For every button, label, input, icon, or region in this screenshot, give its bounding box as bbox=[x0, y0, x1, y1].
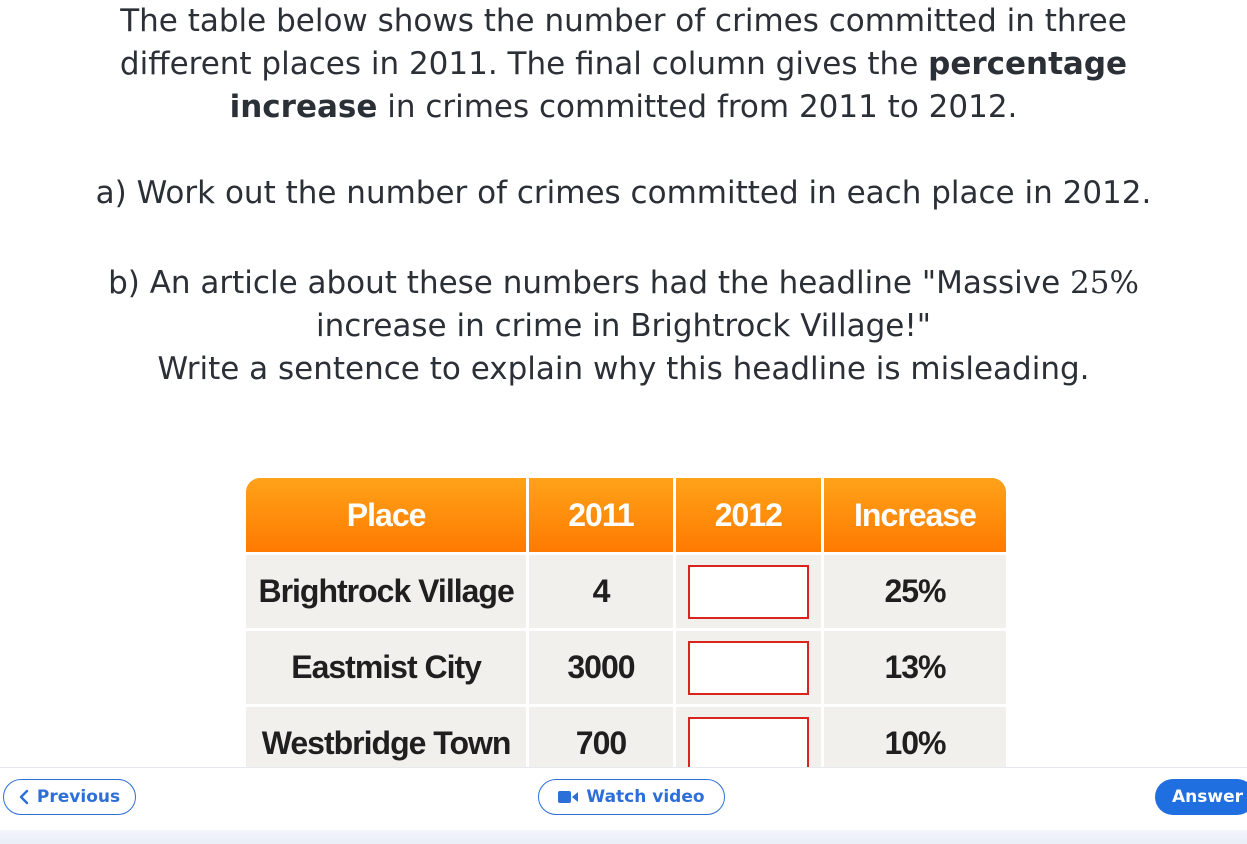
answer-input-westbridge[interactable] bbox=[687, 716, 809, 767]
cell-place: Westbridge Town bbox=[246, 704, 530, 767]
question-part-a: a) Work out the number of crimes committ… bbox=[95, 175, 1152, 211]
header-2012: 2012 bbox=[675, 478, 824, 552]
cell-increase: 25% bbox=[823, 552, 1006, 628]
question-part-b: b) An article about these numbers had th… bbox=[0, 262, 1247, 391]
cell-2011: 4 bbox=[529, 552, 676, 628]
watch-video-button[interactable]: Watch video bbox=[538, 779, 725, 815]
intro-line-1: The table below shows the number of crim… bbox=[120, 3, 1127, 39]
previous-label: Previous bbox=[36, 787, 121, 807]
previous-button[interactable]: Previous bbox=[3, 779, 136, 815]
table-row: Brightrock Village 4 25% bbox=[246, 552, 1006, 628]
answer-input-eastmist[interactable] bbox=[687, 640, 809, 695]
header-increase: Increase bbox=[823, 478, 1006, 552]
part-b-percent: 25% bbox=[1070, 265, 1139, 301]
answer-label: Answer bbox=[1172, 787, 1243, 807]
answer-input-brightrock[interactable] bbox=[687, 564, 809, 619]
table-row: Westbridge Town 700 10% bbox=[246, 704, 1006, 767]
header-place: Place bbox=[246, 478, 530, 552]
answer-button[interactable]: Answer bbox=[1155, 779, 1247, 815]
video-camera-icon bbox=[558, 791, 579, 803]
cell-2011: 3000 bbox=[529, 628, 676, 704]
cell-place: Brightrock Village bbox=[246, 552, 530, 628]
crime-table: Place 2011 2012 Increase Brightrock Vill… bbox=[246, 478, 1006, 767]
question-text: The table below shows the number of crim… bbox=[0, 0, 1247, 391]
part-b-line-2: increase in crime in Brightrock Village!… bbox=[315, 308, 932, 344]
footer-bar: Previous Watch video Answer bbox=[0, 767, 1247, 844]
cell-place: Eastmist City bbox=[246, 628, 530, 704]
intro-line-2: different places in 2011. The final colu… bbox=[119, 46, 919, 82]
cell-increase: 10% bbox=[823, 704, 1006, 767]
cell-increase: 13% bbox=[823, 628, 1006, 704]
watch-video-label: Watch video bbox=[586, 787, 705, 807]
intro-line-3: in crimes committed from 2011 to 2012. bbox=[387, 89, 1018, 125]
cell-2012 bbox=[675, 704, 824, 767]
intro-bold-percentage: percentage bbox=[928, 46, 1128, 82]
header-2011: 2011 bbox=[529, 478, 676, 552]
cell-2012 bbox=[675, 628, 824, 704]
table-row: Eastmist City 3000 13% bbox=[246, 628, 1006, 704]
footer-band bbox=[0, 830, 1247, 844]
cell-2012 bbox=[675, 552, 824, 628]
intro-bold-increase: increase bbox=[229, 89, 378, 125]
part-b-line-3: Write a sentence to explain why this hea… bbox=[157, 351, 1090, 387]
table-header-row: Place 2011 2012 Increase bbox=[246, 478, 1006, 552]
part-b-line-1: b) An article about these numbers had th… bbox=[108, 265, 1061, 301]
crime-table-container: Place 2011 2012 Increase Brightrock Vill… bbox=[246, 478, 1006, 767]
cell-2011: 700 bbox=[529, 704, 676, 767]
question-intro: The table below shows the number of crim… bbox=[0, 0, 1247, 129]
chevron-left-icon bbox=[19, 789, 29, 805]
